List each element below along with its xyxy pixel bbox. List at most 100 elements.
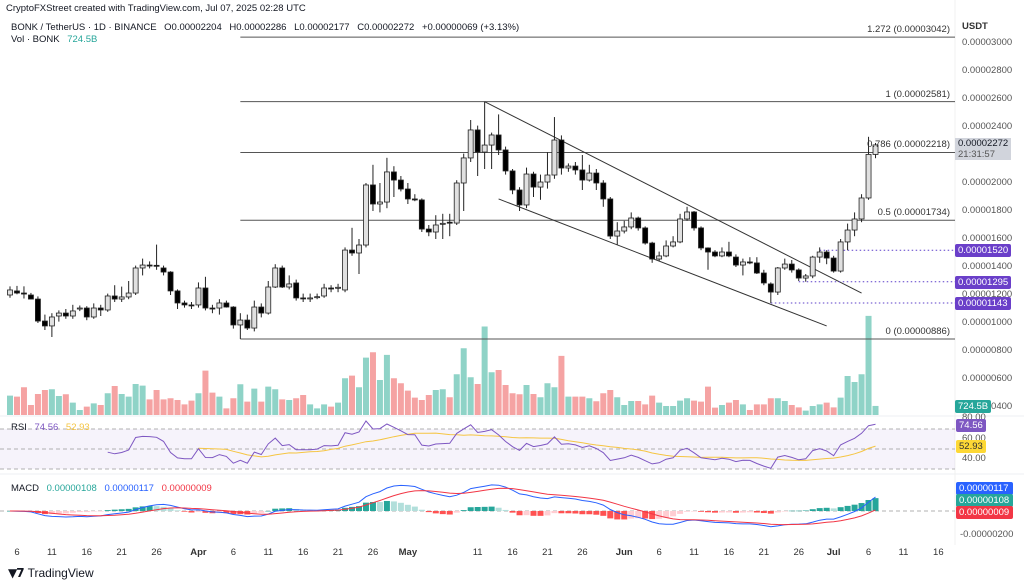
macd-line-value: 0.00000117 <box>104 483 154 494</box>
candle <box>753 257 760 274</box>
macd-histogram-bar <box>565 511 572 514</box>
macd-histogram-bar <box>195 511 202 513</box>
candle-body <box>279 267 286 288</box>
volume-bar <box>362 357 369 415</box>
candle-body <box>404 188 411 200</box>
volume-bar <box>439 389 446 415</box>
volume-bar <box>530 394 537 415</box>
candle-body <box>139 264 146 269</box>
candle-body <box>76 307 83 310</box>
volume-bar <box>586 398 593 415</box>
candle-body <box>293 282 300 299</box>
volume-bar <box>349 375 356 415</box>
candle-body <box>516 189 523 206</box>
volume-bar <box>139 385 146 415</box>
candle <box>153 244 160 270</box>
volume-bar <box>230 398 237 415</box>
macd-histogram-bar <box>677 511 684 514</box>
candle-body <box>705 247 711 253</box>
volume-bar <box>677 400 684 415</box>
candle <box>48 313 55 337</box>
macd-histogram-bar <box>802 510 809 511</box>
volume-bar <box>432 390 439 415</box>
candle-body <box>258 306 265 314</box>
candle <box>642 226 649 245</box>
candle-body <box>188 304 195 307</box>
volume-bar <box>795 407 802 415</box>
tradingview-logo[interactable]: ▼7 TradingView <box>8 566 94 580</box>
macd-histogram-bar <box>432 511 439 514</box>
volume-bar <box>118 394 125 415</box>
macd-histogram-bar <box>146 506 153 511</box>
date-axis-tick: 11 <box>263 547 274 558</box>
candle <box>544 152 551 189</box>
candle <box>251 300 258 332</box>
date-axis-tick: Jun <box>615 547 633 558</box>
candle <box>125 281 132 300</box>
candle <box>195 282 202 308</box>
volume-bar <box>774 398 781 415</box>
macd-histogram-bar <box>670 511 677 517</box>
candle <box>83 306 90 321</box>
candle-body <box>837 241 844 272</box>
candle-body <box>356 244 362 254</box>
candle <box>691 211 697 231</box>
macd-histogram-bar <box>418 509 425 511</box>
candle <box>621 220 628 234</box>
candle-body <box>453 182 460 224</box>
macd-histogram-bar <box>872 498 879 511</box>
candle-body <box>760 272 767 284</box>
candle <box>600 180 607 207</box>
volume-bar <box>376 380 383 415</box>
date-axis-tick: 26 <box>367 547 379 558</box>
candle <box>370 164 376 211</box>
volume-bar <box>55 396 62 415</box>
volume-bar <box>781 401 788 415</box>
macd-histogram-bar <box>488 506 495 511</box>
macd-histogram-bar <box>753 511 760 513</box>
date-axis-tick: 6 <box>230 547 237 558</box>
candle-body <box>558 139 565 169</box>
change-value: +0.00000069 (+3.13%) <box>421 22 520 33</box>
candle <box>509 169 516 195</box>
candle <box>76 305 83 312</box>
candle <box>705 247 711 270</box>
volume-bar <box>286 400 293 415</box>
candle-body <box>502 149 509 172</box>
macd-histogram-bar <box>76 511 83 513</box>
candle <box>865 136 872 200</box>
candle-body <box>251 306 258 329</box>
candle <box>314 293 321 300</box>
volume-bar <box>767 398 774 415</box>
volume-bar <box>307 404 314 415</box>
candle-body <box>607 198 614 237</box>
macd-histogram-bar <box>390 501 397 511</box>
candle <box>677 213 683 244</box>
candle <box>767 282 774 303</box>
volume-bar <box>258 401 265 415</box>
rsi-line <box>107 420 876 469</box>
rsi-badge: 74.56 <box>956 419 986 432</box>
symbol-name[interactable]: BONK / TetherUS · 1D · BINANCE <box>11 22 157 33</box>
candle <box>656 251 663 262</box>
macd-histogram-bar <box>118 509 125 511</box>
candle-body <box>307 297 314 300</box>
candle <box>488 132 495 169</box>
candle-body <box>858 197 865 220</box>
candle-body <box>111 295 118 300</box>
candle-body <box>132 267 139 294</box>
candle <box>104 293 111 312</box>
volume-bar <box>195 393 202 415</box>
macd-histogram-bar <box>404 504 411 511</box>
volume-bar <box>725 402 732 415</box>
candle <box>446 213 453 237</box>
candle-body <box>55 312 62 317</box>
candle <box>390 166 397 197</box>
volume-bar <box>76 410 83 415</box>
macd-histogram-bar <box>649 511 656 520</box>
macd-histogram-bar <box>635 511 642 519</box>
rsi-ma-badge: 52.93 <box>956 440 986 453</box>
volume-bar <box>13 396 20 415</box>
candle <box>111 285 118 302</box>
